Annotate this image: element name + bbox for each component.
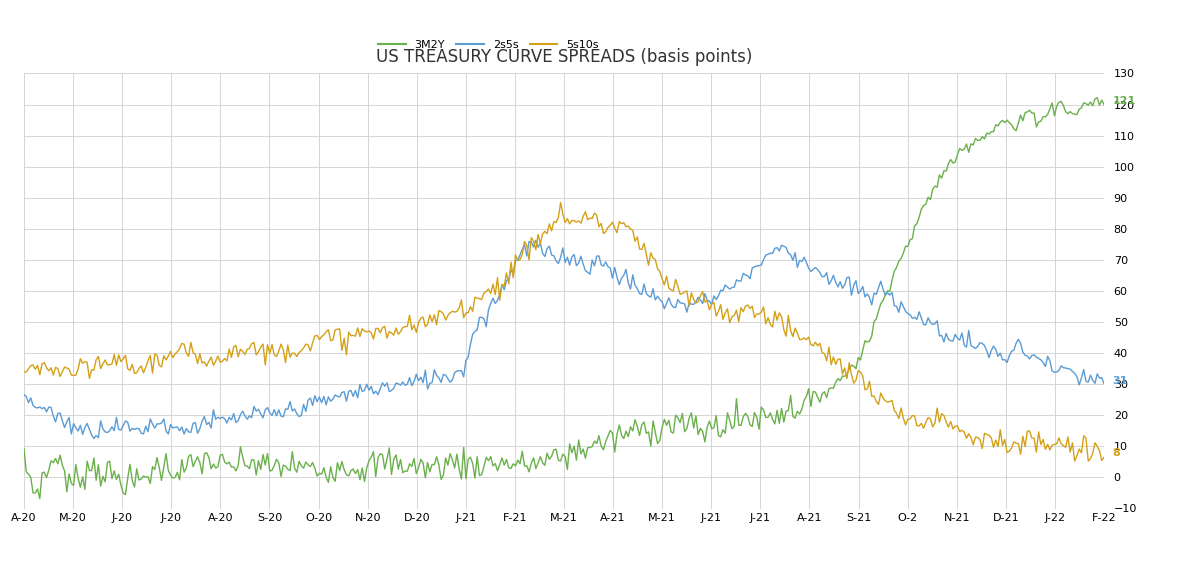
Text: 121: 121 <box>1112 97 1135 106</box>
Text: 31: 31 <box>1112 376 1128 386</box>
Title: US TREASURY CURVE SPREADS (basis points): US TREASURY CURVE SPREADS (basis points) <box>376 49 752 66</box>
Legend: 3M2Y, 2s5s, 5s10s: 3M2Y, 2s5s, 5s10s <box>373 36 604 54</box>
Text: 8: 8 <box>1112 447 1120 458</box>
